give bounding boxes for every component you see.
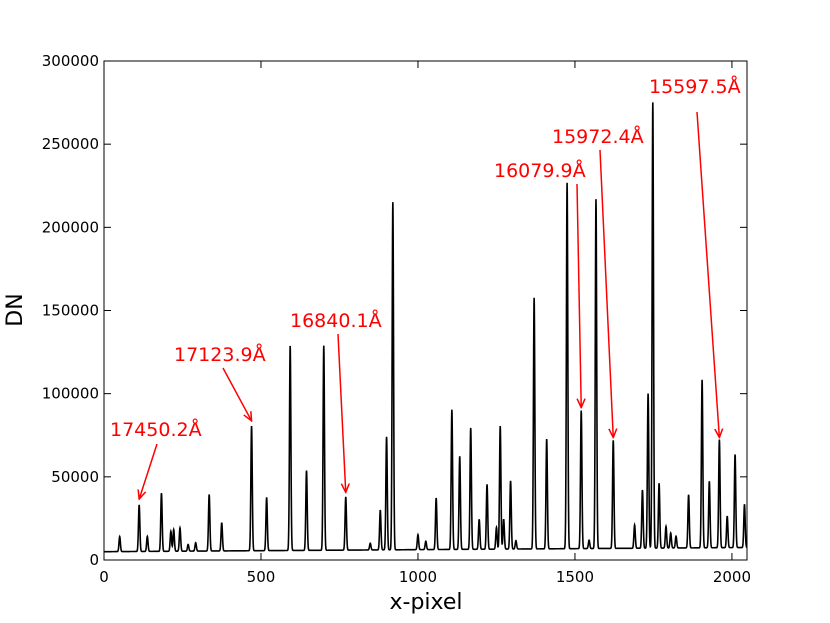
tick-layer: 0 500 1000 1500 2000 0 50000 100000 150000 200000…: [42, 52, 751, 586]
y-tick-label-3: 150000: [42, 302, 99, 320]
spectrum-layer: [104, 102, 747, 553]
annotation-label-4: 15972.4Å: [552, 125, 644, 148]
x-tick-label-3: 1500: [556, 568, 594, 586]
y-tick-label-5: 250000: [42, 135, 99, 153]
annotation-label-0: 17450.2Å: [110, 418, 202, 441]
annotation-layer: 17450.2Å 17123.9Å 16840.1Å 16079.9Å 15972.4Å…: [110, 75, 741, 499]
annotation-label-1: 17123.9Å: [174, 343, 266, 366]
x-axis-label: x-pixel: [389, 590, 462, 615]
x-tick-label-0: 0: [99, 568, 109, 586]
annotation-arrow-2: [337, 333, 346, 492]
spectrum-line: [104, 102, 747, 553]
annotation-arrow-5: [696, 111, 719, 438]
x-tick-label-1: 500: [247, 568, 276, 586]
annotation-label-5: 15597.5Å: [649, 75, 741, 98]
y-tick-label-1: 50000: [51, 468, 99, 486]
y-tick-label-2: 100000: [42, 385, 99, 403]
x-tick-label-2: 1000: [399, 568, 437, 586]
annotation-label-2: 16840.1Å: [290, 309, 382, 332]
y-tick-label-0: 0: [89, 551, 99, 569]
annotation-arrow-1: [222, 367, 252, 421]
plot-frame: [103, 60, 748, 561]
annotation-arrow-0: [139, 443, 158, 499]
x-tick-label-4: 2000: [713, 568, 751, 586]
annotation-arrow-3: [576, 183, 581, 408]
annotation-label-3: 16079.9Å: [494, 159, 586, 182]
annotation-arrow-4: [599, 149, 613, 438]
plot-area: [103, 60, 748, 561]
y-tick-label-6: 300000: [42, 52, 99, 70]
y-axis-label: DN: [3, 293, 28, 326]
y-tick-label-4: 200000: [42, 218, 99, 236]
